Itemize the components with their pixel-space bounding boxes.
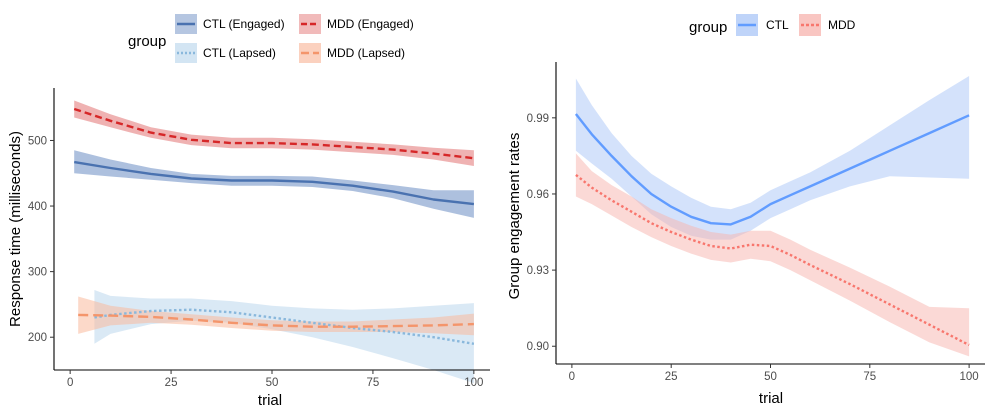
left-legend-label-mdd-engaged: MDD (Engaged) xyxy=(327,17,414,31)
right-y-axis-title: Group engagement rates xyxy=(506,133,523,300)
right-legend-key-mdd: MDD xyxy=(799,14,856,36)
left-legend-swatch-mdd-lapsed xyxy=(299,43,321,63)
left-y-tick-label: 500 xyxy=(28,135,47,147)
left-band-mdd-engaged xyxy=(74,100,474,166)
right-y-tick-label: 0.99 xyxy=(527,113,549,125)
left-confidence-bands xyxy=(74,100,474,384)
right-legend-title: group xyxy=(689,19,727,36)
left-line-ctl-engaged xyxy=(74,160,475,206)
left-line-mdd-engaged xyxy=(73,107,475,160)
right-legend-key-ctl: CTL xyxy=(736,14,789,36)
right-x-tick-label: 25 xyxy=(665,371,678,383)
left-legend-key-mdd-engaged: MDD (Engaged) xyxy=(299,14,414,34)
left-y-tick-label: 300 xyxy=(28,267,47,279)
left-x-tick-label: 75 xyxy=(367,377,380,389)
left-y-tick-label: 200 xyxy=(28,332,47,344)
left-x-axis-title: trial xyxy=(258,392,282,409)
right-line-ctl xyxy=(574,113,970,226)
left-x-tick-label: 25 xyxy=(165,377,178,389)
left-legend-key-mdd-lapsed: MDD (Lapsed) xyxy=(299,43,405,63)
left-band-mdd-lapsed xyxy=(78,296,474,336)
right-x-axis-title: trial xyxy=(759,390,783,407)
right-legend: group CTL MDD xyxy=(689,14,856,36)
right-band-mdd xyxy=(575,153,970,357)
left-y-tick-label: 400 xyxy=(28,201,47,213)
left-axes: 0 25 50 75 100 200 300 400 500 xyxy=(28,88,490,389)
right-line-mdd xyxy=(575,173,970,347)
left-legend-title: group xyxy=(128,33,166,50)
left-x-tick-label: 50 xyxy=(266,377,279,389)
left-x-tick-label: 100 xyxy=(464,377,483,389)
left-x-tick-label: 0 xyxy=(67,377,73,389)
right-panel: 0 25 50 75 100 0.90 0.93 0.96 0.99 trial Group e… xyxy=(506,62,985,407)
right-legend-label-mdd: MDD xyxy=(828,18,856,32)
left-legend-label-mdd-lapsed: MDD (Lapsed) xyxy=(327,46,405,60)
right-axes: 0 25 50 75 100 0.90 0.93 0.96 0.99 xyxy=(527,62,985,383)
right-y-tick-label: 0.90 xyxy=(527,341,549,353)
left-legend: group CTL (Engaged) MDD (Engaged) CTL (L… xyxy=(128,14,414,63)
left-band-ctl-engaged xyxy=(74,150,474,218)
right-y-tick-label: 0.96 xyxy=(527,189,549,201)
left-legend-label-ctl-lapsed: CTL (Lapsed) xyxy=(203,46,276,60)
right-y-tick-label: 0.93 xyxy=(527,265,549,277)
right-legend-label-ctl: CTL xyxy=(766,18,789,32)
left-y-axis-title: Response time (milliseconds) xyxy=(7,131,24,327)
left-series-lines xyxy=(73,107,475,345)
right-series-lines xyxy=(574,113,970,347)
left-panel: 0 25 50 75 100 200 300 400 500 trial Response ti… xyxy=(7,88,490,409)
left-legend-key-ctl-engaged: CTL (Engaged) xyxy=(175,14,285,34)
right-x-tick-label: 100 xyxy=(960,371,979,383)
right-confidence-bands xyxy=(575,76,970,357)
left-band-ctl-lapsed xyxy=(94,290,474,384)
right-x-tick-label: 0 xyxy=(569,371,575,383)
right-x-tick-label: 75 xyxy=(863,371,876,383)
right-band-ctl xyxy=(575,76,970,240)
right-legend-swatch-mdd xyxy=(799,14,821,36)
left-legend-key-ctl-lapsed: CTL (Lapsed) xyxy=(175,43,276,63)
left-legend-label-ctl-engaged: CTL (Engaged) xyxy=(203,17,285,31)
right-x-tick-label: 50 xyxy=(764,371,777,383)
